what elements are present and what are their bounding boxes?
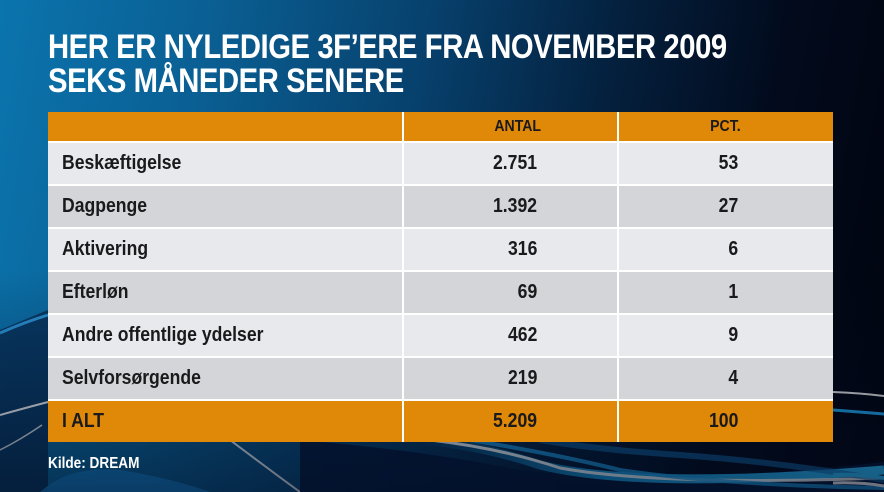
total-antal: 5.209	[404, 401, 619, 442]
header-antal: ANTAL	[404, 112, 619, 141]
chart-title-line-1: HER ER NYLEDIGE 3F’ERE FRA NOVEMBER 2009	[48, 28, 727, 66]
chart-title-line-2: SEKS MÅNEDER SENERE	[48, 62, 404, 100]
total-label: I ALT	[48, 401, 404, 442]
row-pct: 9	[728, 324, 738, 346]
table-row: Efterløn 69 1	[48, 270, 833, 313]
row-pct: 4	[728, 367, 738, 389]
row-pct: 53	[718, 152, 738, 174]
header-pct: PCT.	[710, 117, 741, 135]
row-antal: 219	[404, 358, 619, 399]
row-label: Dagpenge	[48, 186, 404, 227]
table-row: Andre offentlige ydelser 462 9	[48, 313, 833, 356]
row-antal: 462	[404, 315, 619, 356]
table-row: Aktivering 316 6	[48, 227, 833, 270]
row-label: Andre offentlige ydelser	[48, 315, 404, 356]
source-credit: Kilde: DREAM	[48, 455, 140, 472]
row-antal: 1.392	[404, 186, 619, 227]
row-label: Aktivering	[48, 229, 404, 270]
table-total-row: I ALT 5.209 100	[48, 399, 833, 442]
row-antal: 2.751	[404, 143, 619, 184]
total-pct: 100	[708, 410, 738, 432]
chart-title: HER ER NYLEDIGE 3F’ERE FRA NOVEMBER 2009…	[48, 30, 727, 98]
row-antal: 316	[404, 229, 619, 270]
row-antal: 69	[404, 272, 619, 313]
row-pct: 1	[728, 281, 738, 303]
table-row: Dagpenge 1.392 27	[48, 184, 833, 227]
row-label: Beskæftigelse	[48, 143, 404, 184]
row-pct: 27	[718, 195, 738, 217]
table-header-row: ANTAL PCT.	[48, 112, 833, 141]
row-label: Selvforsørgende	[48, 358, 404, 399]
table-row: Beskæftigelse 2.751 53	[48, 141, 833, 184]
row-label: Efterløn	[48, 272, 404, 313]
data-table: ANTAL PCT. Beskæftigelse 2.751 53 Dagpen…	[48, 112, 833, 442]
row-pct: 6	[728, 238, 738, 260]
table-row: Selvforsørgende 219 4	[48, 356, 833, 399]
header-label-column	[48, 112, 404, 141]
